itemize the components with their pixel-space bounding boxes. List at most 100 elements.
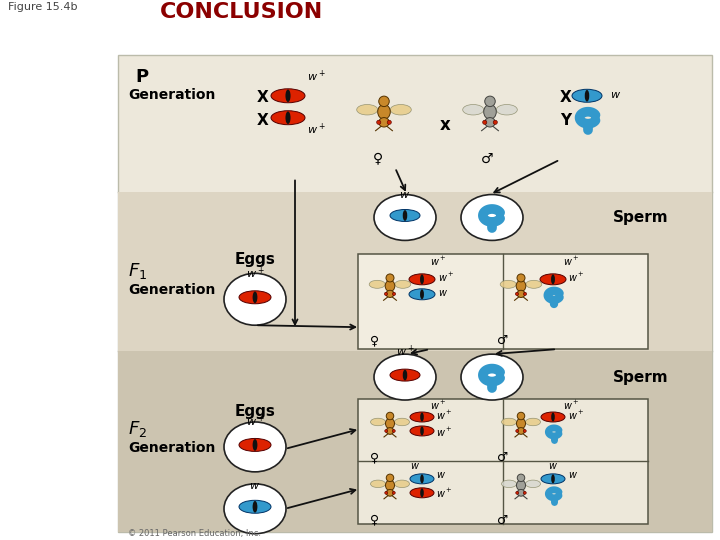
Ellipse shape [461,354,523,400]
Ellipse shape [387,120,392,124]
Ellipse shape [224,422,286,472]
Text: $w^+$: $w^+$ [438,271,454,285]
Ellipse shape [395,280,411,288]
Ellipse shape [285,111,291,124]
Text: ♂: ♂ [498,514,508,526]
Ellipse shape [371,418,385,426]
Ellipse shape [239,438,271,451]
Ellipse shape [379,96,390,106]
Ellipse shape [502,418,516,426]
Text: X: X [256,90,268,105]
Text: $F_2$: $F_2$ [128,419,147,439]
Ellipse shape [523,292,526,295]
Text: $w$: $w$ [568,470,578,480]
Ellipse shape [239,291,271,304]
Ellipse shape [420,413,424,422]
Text: Generation: Generation [128,284,215,298]
Text: $w$: $w$ [610,90,621,100]
Text: Eggs: Eggs [235,252,276,267]
Text: Generation: Generation [128,88,215,102]
Ellipse shape [386,428,394,434]
Text: ♀: ♀ [373,152,383,166]
Ellipse shape [392,292,395,295]
Text: Figure 15.4b: Figure 15.4b [8,2,78,12]
Ellipse shape [420,488,424,497]
Ellipse shape [410,426,434,436]
Ellipse shape [385,280,395,292]
Ellipse shape [420,427,424,435]
Ellipse shape [390,210,420,221]
Ellipse shape [463,105,484,115]
Ellipse shape [239,500,271,513]
Ellipse shape [224,484,286,534]
Ellipse shape [517,291,525,298]
Ellipse shape [517,274,525,282]
Text: x: x [440,116,451,134]
Ellipse shape [540,274,566,285]
Ellipse shape [552,413,555,422]
Bar [118,351,712,532]
Text: $F_1$: $F_1$ [128,261,147,281]
Text: CONCLUSION: CONCLUSION [160,2,323,22]
Ellipse shape [386,274,394,282]
Bar [358,399,648,524]
Text: $w^+$: $w^+$ [436,409,453,422]
Ellipse shape [585,90,589,102]
Ellipse shape [526,418,541,426]
Text: $w^+$: $w^+$ [246,266,264,281]
Bar [118,55,712,532]
Text: $w^+$: $w^+$ [307,69,325,84]
Ellipse shape [395,480,410,488]
Text: ♀: ♀ [370,451,379,464]
Ellipse shape [285,90,291,102]
Ellipse shape [572,89,602,102]
Ellipse shape [386,474,394,482]
Ellipse shape [410,412,434,422]
Text: $w^+$: $w^+$ [563,399,580,412]
Bar [358,254,648,349]
Text: $w$: $w$ [548,461,558,471]
Text: $w^+$: $w^+$ [246,414,264,429]
Ellipse shape [379,118,390,127]
Ellipse shape [517,474,525,482]
Ellipse shape [377,120,381,124]
Ellipse shape [386,412,394,420]
Ellipse shape [385,418,395,429]
Ellipse shape [374,194,436,240]
Text: Y: Y [560,113,571,128]
Ellipse shape [516,292,518,295]
Ellipse shape [485,118,495,127]
Text: $w$: $w$ [400,190,410,199]
Ellipse shape [500,280,516,288]
Ellipse shape [271,111,305,125]
Ellipse shape [517,412,525,420]
Ellipse shape [253,439,258,451]
Ellipse shape [516,491,518,494]
Ellipse shape [385,480,395,490]
Ellipse shape [253,292,258,303]
Ellipse shape [253,501,258,512]
Ellipse shape [392,491,395,494]
Ellipse shape [517,428,525,434]
Ellipse shape [523,429,526,433]
Ellipse shape [541,412,565,422]
Ellipse shape [526,480,541,488]
Ellipse shape [402,210,408,221]
Ellipse shape [390,369,420,381]
Ellipse shape [410,488,434,498]
Ellipse shape [482,120,487,124]
Ellipse shape [516,480,526,490]
Text: $w$: $w$ [410,461,420,471]
Ellipse shape [420,274,424,284]
Ellipse shape [502,480,516,488]
Text: $w^+$: $w^+$ [568,271,585,285]
Ellipse shape [384,491,388,494]
Text: ♂: ♂ [481,152,493,166]
Text: X: X [256,113,268,128]
Text: © 2011 Pearson Education, Inc.: © 2011 Pearson Education, Inc. [128,529,261,538]
Ellipse shape [402,370,408,381]
Text: ♀: ♀ [370,514,379,526]
Text: $w$: $w$ [249,481,261,491]
Text: Generation: Generation [128,441,215,455]
Text: Sperm: Sperm [613,369,668,384]
